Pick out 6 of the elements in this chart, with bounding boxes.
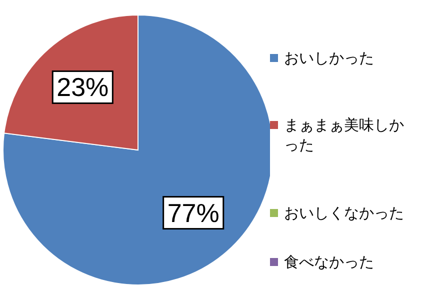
data-label: 23%: [56, 72, 109, 102]
legend-label: おいしかった: [284, 48, 374, 68]
legend-label: まぁまぁ美味しかった: [284, 115, 405, 155]
legend-label: おいしくなかった: [284, 203, 404, 223]
legend-label: 食べなかった: [284, 252, 374, 272]
data-label: 77%: [167, 198, 220, 228]
